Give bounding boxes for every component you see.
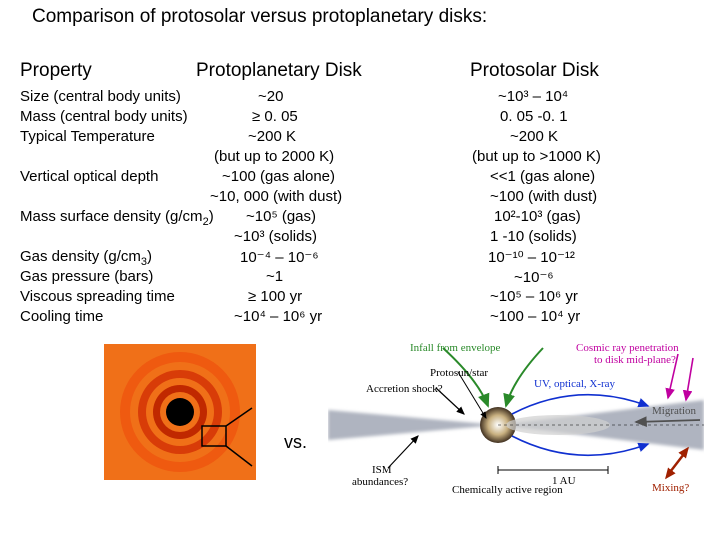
label-mixing: Mixing?	[652, 482, 689, 494]
row-gp-label: Gas pressure (bars)	[20, 268, 153, 285]
row-gd-label: Gas density (g/cm3)	[20, 248, 152, 268]
row-temp2-pp: (but up to 2000 K)	[214, 148, 334, 165]
row-vst-label: Viscous spreading time	[20, 288, 175, 305]
row-mass-ps: 0. 05 -0. 1	[500, 108, 568, 125]
row-gp-pp: ~1	[266, 268, 283, 285]
row-size-label: Size (central body units)	[20, 88, 181, 105]
row-mass-label: Mass (central body units)	[20, 108, 188, 125]
header-property: Property	[20, 60, 92, 82]
label-ism: ISM	[372, 464, 392, 476]
row-vst-pp: ≥ 100 yr	[248, 288, 302, 305]
label-infall: Infall from envelope	[410, 342, 500, 354]
label-ism2: abundances?	[352, 476, 408, 488]
row-vst-ps: ~10⁵ – 10⁶ yr	[490, 288, 578, 305]
row-msd-pp: ~10⁵ (gas)	[246, 208, 316, 225]
row-temp-ps: ~200 K	[510, 128, 558, 145]
slide-title: Comparison of protosolar versus protopla…	[32, 6, 487, 28]
row-size-pp: ~20	[258, 88, 283, 105]
label-uv: UV, optical, X-ray	[534, 378, 615, 390]
row-mass-pp: ≥ 0. 05	[252, 108, 298, 125]
label-migration: Migration	[652, 405, 696, 417]
label-cosmic2: to disk mid-plane?	[594, 354, 676, 366]
row-gp-ps: ~10⁻⁶	[514, 268, 554, 286]
row-vod-pp: ~100 (gas alone)	[222, 168, 335, 185]
row-msd-label: Mass surface density (g/cm2)	[20, 208, 214, 228]
row-vod-label: Vertical optical depth	[20, 168, 158, 185]
row-msd2-ps: 1 -10 (solids)	[490, 228, 577, 245]
row-temp2-ps: (but up to >1000 K)	[472, 148, 601, 165]
row-gd-pp: 10⁻⁴ – 10⁻⁶	[240, 248, 319, 266]
label-cosmic: Cosmic ray penetration	[576, 342, 679, 354]
row-temp-label: Typical Temperature	[20, 128, 155, 145]
header-protosolar: Protosolar Disk	[470, 60, 599, 82]
row-ct-ps: ~100 – 10⁴ yr	[490, 308, 580, 325]
row-ct-pp: ~10⁴ – 10⁶ yr	[234, 308, 322, 325]
row-ct-label: Cooling time	[20, 308, 103, 325]
row-vod2-ps: ~100 (with dust)	[490, 188, 597, 205]
protoplanetary-disk-graphic	[104, 344, 256, 480]
row-temp-pp: ~200 K	[248, 128, 296, 145]
row-vod-ps: <<1 (gas alone)	[490, 168, 595, 185]
vs-label: vs.	[284, 432, 307, 453]
label-protosun: Protosun/star	[430, 367, 488, 379]
row-msd2-pp: ~10³ (solids)	[234, 228, 317, 245]
header-protoplanetary: Protoplanetary Disk	[196, 60, 362, 82]
row-gd-ps: 10⁻¹⁰ – 10⁻¹²	[488, 248, 575, 266]
label-au: 1 AU	[552, 475, 576, 487]
label-chem: Chemically active region	[452, 484, 563, 496]
row-size-ps: ~10³ – 10⁴	[498, 88, 568, 105]
row-vod2-pp: ~10, 000 (with dust)	[210, 188, 342, 205]
label-accretion: Accretion shock?	[366, 383, 443, 395]
row-msd-ps: 10²-10³ (gas)	[494, 208, 581, 225]
